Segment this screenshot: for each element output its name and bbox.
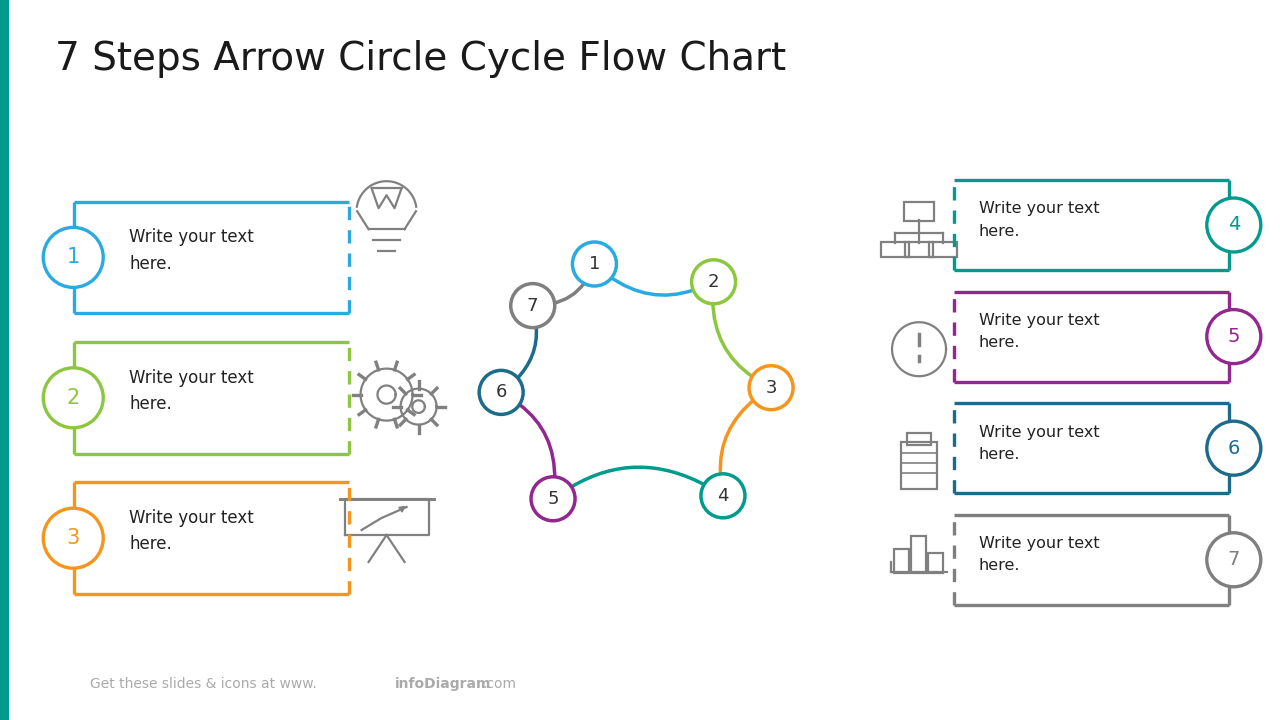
Text: 3: 3 [765,379,777,397]
Text: 4: 4 [717,487,728,505]
Circle shape [749,366,794,410]
Text: Write your text
here.: Write your text here. [979,425,1100,462]
Circle shape [479,370,524,415]
Circle shape [1207,533,1261,587]
Circle shape [511,284,554,328]
Text: 5: 5 [1228,327,1240,346]
Circle shape [701,474,745,518]
Text: 7: 7 [1228,550,1240,570]
Circle shape [691,260,736,304]
Text: 1: 1 [67,248,79,267]
Text: 5: 5 [548,490,559,508]
Text: .com: .com [483,678,517,691]
Text: 2: 2 [67,388,79,408]
Text: 1: 1 [589,255,600,273]
Text: 6: 6 [1228,438,1240,458]
Text: 2: 2 [708,273,719,291]
Text: 7 Steps Arrow Circle Cycle Flow Chart: 7 Steps Arrow Circle Cycle Flow Chart [55,40,786,78]
Text: 7: 7 [527,297,539,315]
FancyArrowPatch shape [516,327,536,380]
FancyArrowPatch shape [571,467,707,487]
Text: infoDiagram: infoDiagram [394,678,492,691]
Text: Write your text
here.: Write your text here. [979,536,1100,573]
Circle shape [44,228,104,287]
Circle shape [1207,198,1261,252]
Text: Write your text
here.: Write your text here. [129,228,253,273]
Bar [0,0,9,720]
Text: Write your text
here.: Write your text here. [129,369,253,413]
Circle shape [1207,421,1261,475]
FancyArrowPatch shape [552,283,584,304]
Circle shape [44,368,104,428]
Text: Write your text
here.: Write your text here. [979,313,1100,350]
Circle shape [1207,310,1261,364]
Text: Get these slides & icons at www.: Get these slides & icons at www. [90,678,316,691]
FancyArrowPatch shape [520,405,554,480]
FancyArrowPatch shape [713,300,753,377]
Text: 3: 3 [67,528,79,548]
Circle shape [572,242,617,286]
Text: Write your text
here.: Write your text here. [979,202,1100,238]
FancyArrowPatch shape [721,398,755,474]
Text: Write your text
here.: Write your text here. [129,509,253,554]
Text: 4: 4 [1228,215,1240,235]
FancyArrowPatch shape [609,276,694,295]
Circle shape [531,477,575,521]
Text: 6: 6 [495,383,507,401]
Circle shape [44,508,104,568]
FancyArrowPatch shape [399,507,404,511]
